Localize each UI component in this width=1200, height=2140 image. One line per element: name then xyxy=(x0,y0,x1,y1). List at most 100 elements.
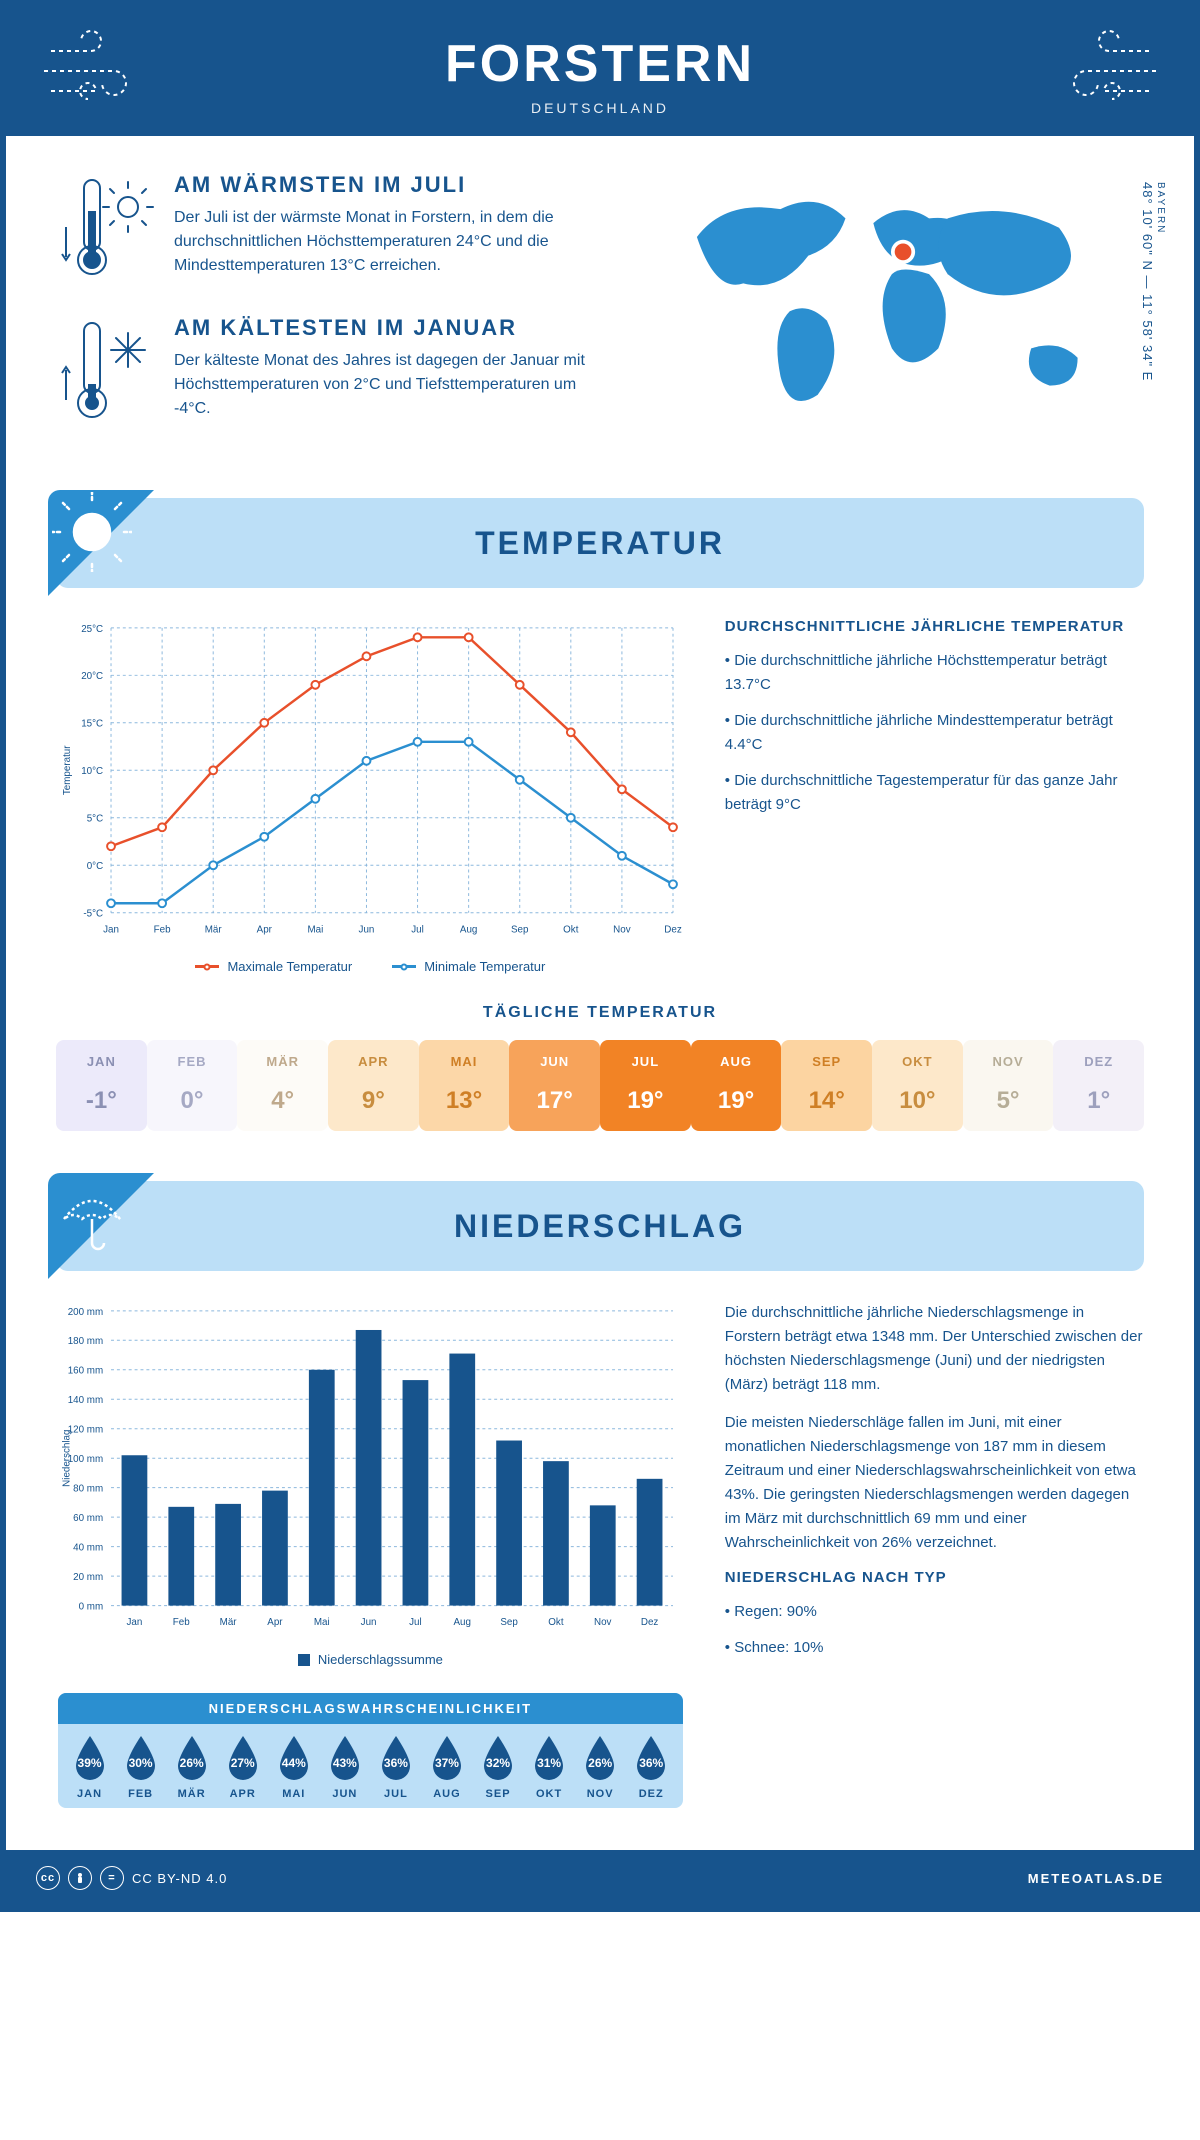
daily-temp-cell: OKT10° xyxy=(872,1040,963,1131)
svg-text:Aug: Aug xyxy=(454,1617,471,1628)
precip-prob-heading: NIEDERSCHLAGSWAHRSCHEINLICHKEIT xyxy=(58,1693,683,1724)
legend-precip: Niederschlagssumme xyxy=(298,1652,443,1667)
svg-text:Sep: Sep xyxy=(500,1617,518,1628)
warmest-heading: AM WÄRMSTEN IM JULI xyxy=(174,172,610,198)
daily-temp-heading: TÄGLICHE TEMPERATUR xyxy=(56,1004,1144,1022)
daily-temp-cell: DEZ1° xyxy=(1053,1040,1144,1131)
svg-text:Apr: Apr xyxy=(257,924,273,935)
svg-text:200 mm: 200 mm xyxy=(68,1307,103,1318)
svg-text:Temperatur: Temperatur xyxy=(62,745,73,795)
svg-text:-5°C: -5°C xyxy=(83,909,103,920)
precip-prob-cell: 26%NOV xyxy=(575,1734,626,1800)
section-header-temperature: TEMPERATUR xyxy=(56,498,1144,588)
svg-text:100 mm: 100 mm xyxy=(68,1454,103,1465)
site-name: METEOATLAS.DE xyxy=(1028,1871,1164,1886)
svg-text:Jan: Jan xyxy=(127,1617,143,1628)
coldest-heading: AM KÄLTESTEN IM JANUAR xyxy=(174,315,610,341)
nd-icon: = xyxy=(100,1866,124,1890)
license-text: CC BY-ND 4.0 xyxy=(132,1871,227,1886)
precip-prob-cell: 31%OKT xyxy=(524,1734,575,1800)
svg-text:Mär: Mär xyxy=(205,924,223,935)
coordinates: BAYERN 48° 10' 60" N — 11° 58' 34" E xyxy=(1140,182,1166,381)
svg-text:Jun: Jun xyxy=(359,924,375,935)
license-badge: cc = CC BY-ND 4.0 xyxy=(36,1866,227,1890)
svg-text:Feb: Feb xyxy=(154,924,171,935)
svg-text:Feb: Feb xyxy=(173,1617,190,1628)
temp-side-bullets: Die durchschnittliche jährliche Höchstte… xyxy=(725,649,1144,817)
svg-text:0 mm: 0 mm xyxy=(79,1602,104,1613)
precip-prob-cell: 36%JUL xyxy=(370,1734,421,1800)
svg-text:Mär: Mär xyxy=(220,1617,238,1628)
page-title: FORSTERN xyxy=(26,34,1174,94)
warmest-block: AM WÄRMSTEN IM JULI Der Juli ist der wär… xyxy=(56,172,610,287)
temp-side-heading: DURCHSCHNITTLICHE JÄHRLICHE TEMPERATUR xyxy=(725,618,1144,635)
precipitation-chart: 0 mm20 mm40 mm60 mm80 mm100 mm120 mm140 … xyxy=(56,1301,685,1667)
legend-min-temp: Minimale Temperatur xyxy=(392,959,545,974)
page-subtitle: DEUTSCHLAND xyxy=(26,100,1174,116)
daily-temp-cell: FEB0° xyxy=(147,1040,238,1131)
section-header-precipitation: NIEDERSCHLAG xyxy=(56,1181,1144,1271)
svg-text:140 mm: 140 mm xyxy=(68,1395,103,1406)
cc-icon: cc xyxy=(36,1866,60,1890)
svg-text:60 mm: 60 mm xyxy=(73,1513,103,1524)
svg-text:Nov: Nov xyxy=(594,1617,612,1628)
daily-temp-cell: MÄR4° xyxy=(237,1040,328,1131)
precip-para-2: Die meisten Niederschläge fallen im Juni… xyxy=(725,1411,1144,1555)
svg-text:Okt: Okt xyxy=(548,1617,564,1628)
daily-temp-cell: JUL19° xyxy=(600,1040,691,1131)
svg-text:Aug: Aug xyxy=(460,924,477,935)
precip-prob-cell: 39%JAN xyxy=(64,1734,115,1800)
svg-text:Okt: Okt xyxy=(563,924,579,935)
precip-prob-cell: 36%DEZ xyxy=(626,1734,677,1800)
daily-temp-cell: JAN-1° xyxy=(56,1040,147,1131)
precip-prob-cell: 27%APR xyxy=(217,1734,268,1800)
precip-prob-cell: 44%MAI xyxy=(268,1734,319,1800)
svg-text:Jan: Jan xyxy=(103,924,119,935)
svg-text:Niederschlag: Niederschlag xyxy=(62,1430,73,1487)
svg-text:20 mm: 20 mm xyxy=(73,1572,103,1583)
sun-icon xyxy=(52,492,132,572)
precip-probability-box: NIEDERSCHLAGSWAHRSCHEINLICHKEIT 39%JAN30… xyxy=(56,1691,685,1810)
precip-prob-cell: 37%AUG xyxy=(421,1734,472,1800)
precip-type-bullets: Regen: 90%Schnee: 10% xyxy=(725,1600,1144,1660)
legend-max-temp: Maximale Temperatur xyxy=(195,959,352,974)
svg-text:Nov: Nov xyxy=(613,924,631,935)
precip-prob-cell: 43%JUN xyxy=(319,1734,370,1800)
daily-temp-cell: AUG19° xyxy=(691,1040,782,1131)
svg-text:160 mm: 160 mm xyxy=(68,1366,103,1377)
svg-text:5°C: 5°C xyxy=(87,814,103,825)
svg-text:15°C: 15°C xyxy=(81,719,103,730)
daily-temp-cell: MAI13° xyxy=(419,1040,510,1131)
footer: cc = CC BY-ND 4.0 METEOATLAS.DE xyxy=(6,1850,1194,1906)
daily-temp-cell: SEP14° xyxy=(781,1040,872,1131)
svg-text:10°C: 10°C xyxy=(81,766,103,777)
thermometer-hot-icon xyxy=(56,172,156,287)
svg-text:20°C: 20°C xyxy=(81,671,103,682)
header: FORSTERN DEUTSCHLAND xyxy=(6,6,1194,136)
svg-text:Jul: Jul xyxy=(411,924,424,935)
warmest-text: Der Juli ist der wärmste Monat in Forste… xyxy=(174,206,610,278)
temperature-chart: -5°C0°C5°C10°C15°C20°C25°CJanFebMärAprMa… xyxy=(56,618,685,974)
svg-text:180 mm: 180 mm xyxy=(68,1336,103,1347)
daily-temp-table: JAN-1°FEB0°MÄR4°APR9°MAI13°JUN17°JUL19°A… xyxy=(56,1040,1144,1131)
precip-prob-cell: 32%SEP xyxy=(473,1734,524,1800)
daily-temp-cell: NOV5° xyxy=(963,1040,1054,1131)
svg-text:Dez: Dez xyxy=(641,1617,659,1628)
svg-text:40 mm: 40 mm xyxy=(73,1543,103,1554)
coldest-text: Der kälteste Monat des Jahres ist dagege… xyxy=(174,349,610,421)
precipitation-section-title: NIEDERSCHLAG xyxy=(454,1208,746,1245)
coldest-block: AM KÄLTESTEN IM JANUAR Der kälteste Mona… xyxy=(56,315,610,430)
umbrella-icon xyxy=(52,1175,132,1255)
svg-text:Apr: Apr xyxy=(267,1617,283,1628)
svg-text:Dez: Dez xyxy=(664,924,682,935)
precip-para-1: Die durchschnittliche jährliche Niedersc… xyxy=(725,1301,1144,1397)
svg-text:Mai: Mai xyxy=(314,1617,330,1628)
temperature-section-title: TEMPERATUR xyxy=(475,525,725,562)
svg-text:0°C: 0°C xyxy=(87,861,103,872)
precip-prob-cell: 26%MÄR xyxy=(166,1734,217,1800)
svg-text:Jul: Jul xyxy=(409,1617,422,1628)
svg-text:Jun: Jun xyxy=(361,1617,377,1628)
daily-temp-cell: JUN17° xyxy=(509,1040,600,1131)
by-icon xyxy=(68,1866,92,1890)
coords-text: 48° 10' 60" N — 11° 58' 34" E xyxy=(1140,182,1155,381)
